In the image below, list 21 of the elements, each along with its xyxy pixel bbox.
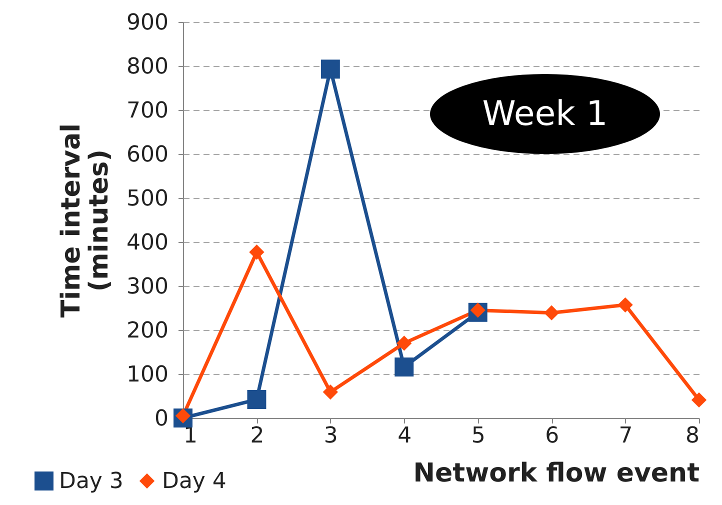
x-tick-label: 2 [250, 424, 264, 448]
y-tick-label: 500 [126, 186, 168, 212]
y-tick-label: 0 [154, 406, 168, 432]
x-axis-title: Network flow event [413, 458, 700, 488]
y-tick-label: 800 [126, 54, 168, 80]
x-tick-label: 7 [618, 424, 633, 448]
x-tick-label: 5 [471, 424, 486, 448]
y-tick-label: 700 [126, 98, 168, 124]
y-tick-label: 200 [126, 318, 168, 344]
y-tick-label: 600 [126, 142, 168, 168]
legend-label: Day 4 [162, 469, 226, 494]
legend-label: Day 3 [59, 469, 124, 494]
x-tick-label: 6 [545, 424, 560, 448]
y-tick-label: 100 [126, 362, 168, 388]
y-tick-label: 300 [126, 274, 168, 300]
x-tick-label: 3 [324, 424, 338, 448]
y-axis-title: Time interval (minutes) [56, 123, 115, 318]
x-tick-label: 4 [398, 424, 412, 448]
y-tick-label: 900 [126, 10, 168, 36]
x-tick-label: 8 [686, 424, 700, 448]
y-tick-label: 400 [126, 230, 168, 256]
